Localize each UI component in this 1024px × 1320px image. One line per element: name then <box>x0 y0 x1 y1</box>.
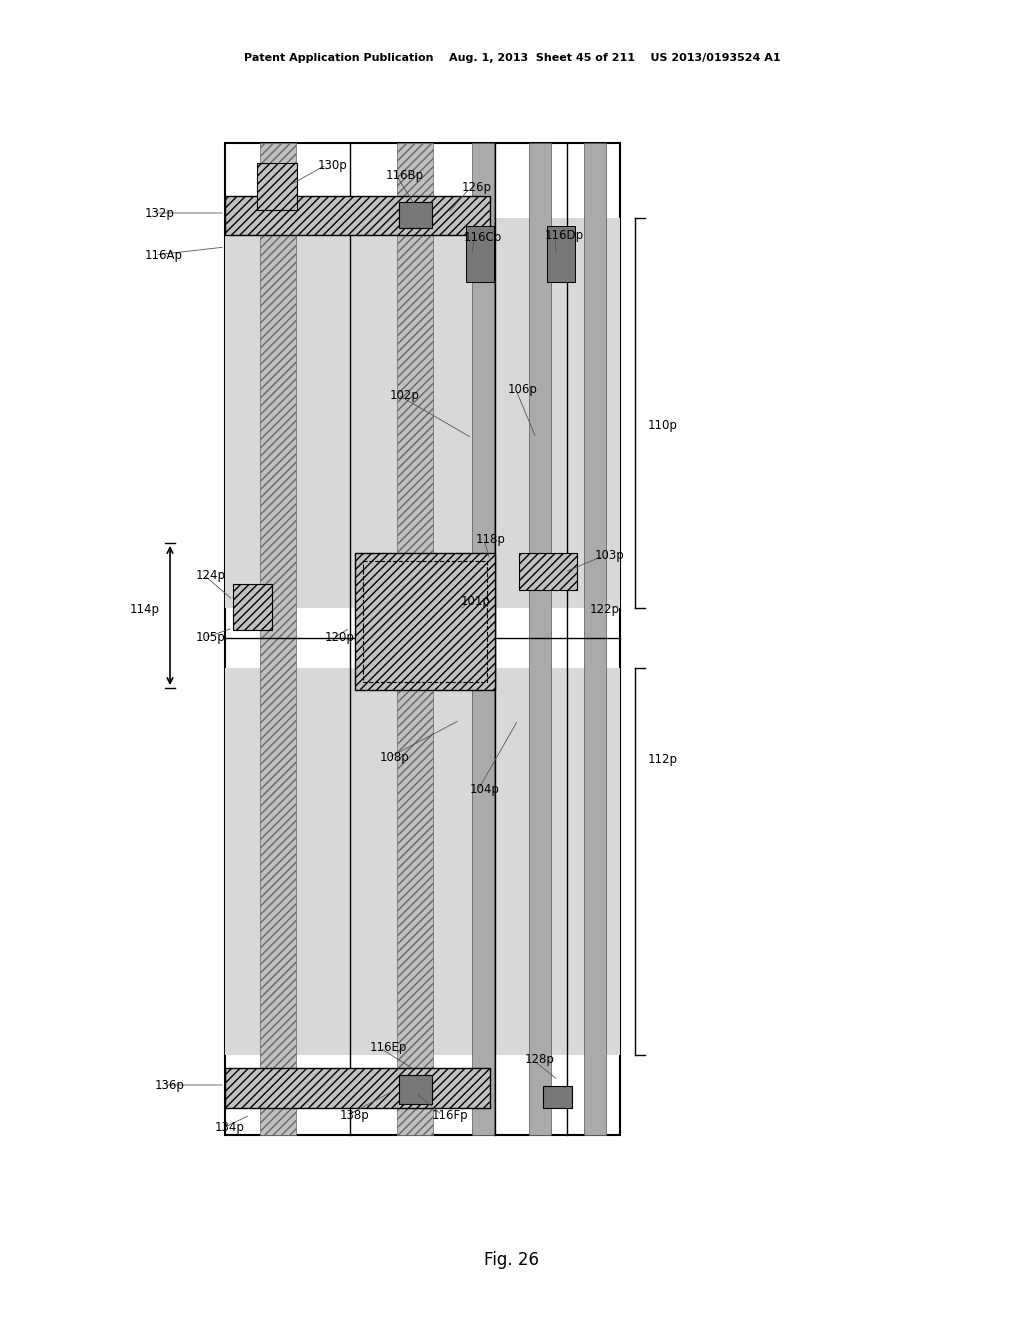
Bar <box>233 583 272 630</box>
Text: 114p: 114p <box>130 603 160 616</box>
Text: 138p: 138p <box>340 1109 370 1122</box>
Text: 102p: 102p <box>390 388 420 401</box>
Text: 108p: 108p <box>380 751 410 764</box>
Bar <box>362 561 487 682</box>
Bar <box>543 1086 572 1107</box>
Text: 106p: 106p <box>508 384 538 396</box>
Bar <box>225 1068 490 1107</box>
Bar <box>584 143 606 1135</box>
Bar <box>397 143 433 1135</box>
Text: 136p: 136p <box>155 1078 185 1092</box>
Text: 101p: 101p <box>461 595 490 609</box>
Bar <box>399 202 432 228</box>
Bar <box>355 553 495 690</box>
Bar <box>529 143 551 1135</box>
Bar <box>260 143 296 1135</box>
Text: 132p: 132p <box>145 206 175 219</box>
Text: 116Fp: 116Fp <box>432 1109 469 1122</box>
Text: 124p: 124p <box>196 569 226 582</box>
Bar <box>225 195 490 235</box>
Bar <box>399 1074 432 1104</box>
Text: Fig. 26: Fig. 26 <box>484 1251 540 1269</box>
Text: 126p: 126p <box>462 181 492 194</box>
Text: 118p: 118p <box>476 533 506 546</box>
Bar <box>547 226 575 282</box>
Text: Patent Application Publication    Aug. 1, 2013  Sheet 45 of 211    US 2013/01935: Patent Application Publication Aug. 1, 2… <box>244 53 780 63</box>
Bar <box>472 143 494 1135</box>
Text: 130p: 130p <box>318 158 348 172</box>
Bar <box>225 668 620 1055</box>
Text: 116Bp: 116Bp <box>386 169 424 181</box>
Text: 134p: 134p <box>215 1122 245 1134</box>
Bar <box>519 553 577 590</box>
Text: 128p: 128p <box>525 1053 555 1067</box>
Text: 105p: 105p <box>196 631 225 644</box>
Text: 110p: 110p <box>648 418 678 432</box>
Text: 120p: 120p <box>325 631 355 644</box>
Text: 116Ap: 116Ap <box>145 248 183 261</box>
Bar <box>466 226 494 282</box>
Text: 116Dp: 116Dp <box>545 228 584 242</box>
Bar <box>225 218 620 609</box>
Text: 104p: 104p <box>470 784 500 796</box>
Text: 116Cp: 116Cp <box>464 231 502 244</box>
Bar <box>257 162 297 210</box>
Text: 112p: 112p <box>648 754 678 767</box>
Text: 103p: 103p <box>595 549 625 562</box>
Text: 116Ep: 116Ep <box>370 1041 408 1055</box>
Bar <box>225 143 620 1135</box>
Text: 122p: 122p <box>590 603 620 616</box>
